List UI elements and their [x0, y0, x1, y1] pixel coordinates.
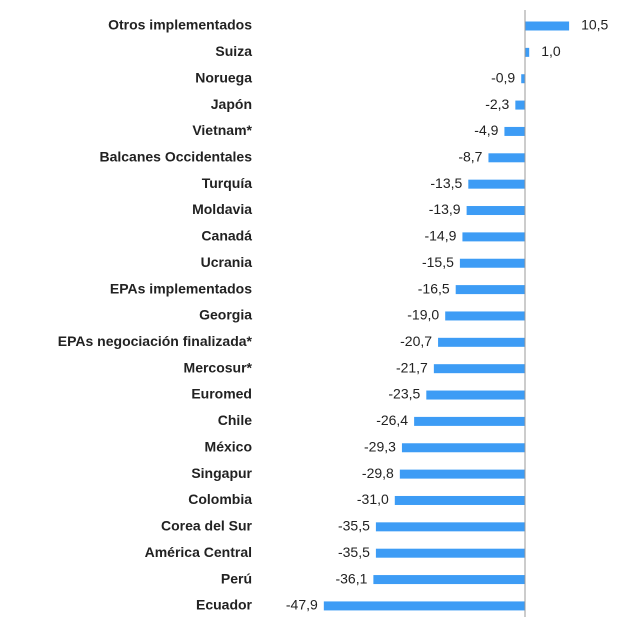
value-label: -20,7	[400, 333, 432, 349]
category-label: Chile	[218, 412, 252, 428]
category-label: Balcanes Occidentales	[99, 149, 252, 165]
bar	[455, 285, 525, 295]
category-label: Colombia	[188, 491, 252, 507]
category-label: Vietnam*	[192, 122, 252, 138]
value-label: -19,0	[407, 307, 439, 323]
category-label: Moldavia	[192, 201, 252, 217]
bar	[462, 232, 525, 242]
category-label: Otros implementados	[108, 17, 252, 33]
category-label: EPAs implementados	[110, 280, 252, 296]
value-label: -15,5	[422, 254, 454, 270]
category-label: Suiza	[215, 43, 252, 59]
bar	[414, 416, 525, 426]
category-label: Japón	[211, 96, 252, 112]
category-label: Singapur	[191, 465, 252, 481]
category-label: América Central	[145, 544, 252, 560]
bar	[323, 601, 525, 611]
category-label: Ecuador	[196, 597, 253, 613]
bar	[401, 443, 525, 453]
bar	[375, 548, 525, 558]
value-label: 10,5	[581, 17, 608, 33]
category-label: Corea del Sur	[161, 518, 253, 534]
value-label: -26,4	[376, 412, 408, 428]
bar	[375, 522, 525, 532]
value-label: -13,5	[430, 175, 462, 191]
bar	[394, 495, 525, 505]
value-label: -47,9	[286, 597, 318, 613]
bar	[438, 337, 525, 347]
value-label: -16,5	[418, 280, 450, 296]
value-label: -36,1	[335, 570, 367, 586]
value-label: 1,0	[541, 43, 561, 59]
value-label: -23,5	[388, 386, 420, 402]
bar	[459, 258, 525, 268]
bar	[468, 179, 525, 189]
bar	[521, 74, 525, 84]
bar	[426, 390, 525, 400]
bar	[525, 47, 530, 57]
value-label: -14,9	[424, 228, 456, 244]
value-label: -29,8	[362, 465, 394, 481]
category-label: Turquía	[202, 175, 253, 191]
category-label: Euromed	[191, 386, 252, 402]
value-label: -13,9	[429, 201, 461, 217]
value-label: -4,9	[474, 122, 498, 138]
category-label: Ucrania	[201, 254, 253, 270]
category-label: Canadá	[201, 228, 252, 244]
value-label: -0,9	[491, 69, 515, 85]
category-label: Perú	[221, 570, 252, 586]
value-label: -8,7	[458, 149, 482, 165]
value-label: -35,5	[338, 544, 370, 560]
category-label: Mercosur*	[184, 359, 253, 375]
bar	[504, 126, 525, 136]
bar	[488, 153, 525, 163]
bar	[399, 469, 525, 479]
bar	[515, 100, 525, 110]
category-label: Noruega	[195, 69, 252, 85]
category-label: México	[205, 438, 252, 454]
category-label: Georgia	[199, 307, 252, 323]
value-label: -2,3	[485, 96, 509, 112]
category-label: EPAs negociación finalizada*	[58, 333, 253, 349]
value-label: -31,0	[357, 491, 389, 507]
value-label: -35,5	[338, 518, 370, 534]
bar	[525, 21, 570, 31]
bar	[433, 364, 525, 374]
bar	[466, 206, 525, 216]
bar	[373, 575, 525, 585]
bar	[445, 311, 525, 321]
value-label: -21,7	[396, 359, 428, 375]
value-label: -29,3	[364, 438, 396, 454]
